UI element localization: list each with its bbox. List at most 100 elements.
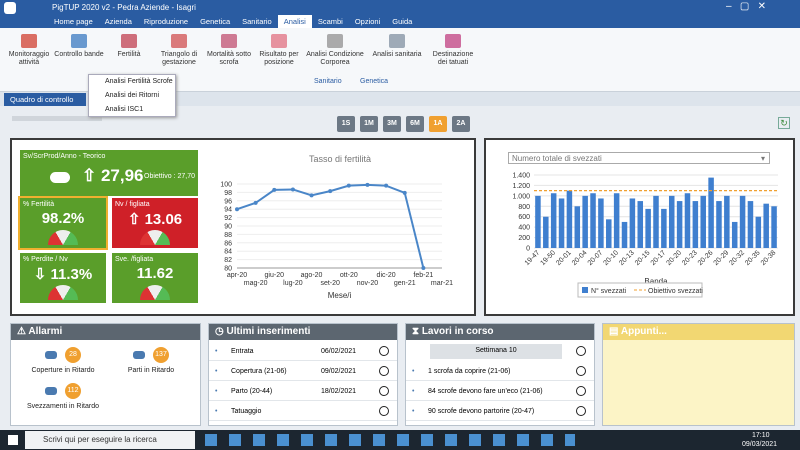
y-tick-label: 100 <box>220 182 232 189</box>
ribbon-label: Destinazione dei tatuati <box>432 51 474 66</box>
ribbon-button[interactable]: Monitoraggio attività <box>4 32 54 67</box>
period-button[interactable]: 6M <box>406 116 424 132</box>
ribbon-button[interactable]: Risultato per posizione <box>254 32 304 67</box>
data-point <box>309 193 314 198</box>
tab[interactable]: Quadro di controllo <box>4 93 86 106</box>
x-tick-label: 20-20 <box>665 249 683 267</box>
panel-header: ⧗ Lavori in corso <box>406 324 594 340</box>
bar <box>550 193 557 248</box>
go-button[interactable] <box>576 386 586 396</box>
kpi-value-text: 11.3% <box>50 266 93 283</box>
kpi-value: 11.62 <box>112 265 198 282</box>
go-button[interactable] <box>576 406 586 416</box>
row-date: 18/02/2021 <box>321 387 357 395</box>
alarm-icon <box>45 387 57 395</box>
period-button[interactable]: 1A <box>429 116 447 132</box>
x-tick-label: nov-20 <box>357 280 379 287</box>
menu-item[interactable]: Sanitario <box>242 17 272 26</box>
go-button[interactable] <box>379 366 389 376</box>
kpi-label: % Fertilità <box>23 201 55 208</box>
menu-item[interactable]: Azienda <box>104 17 132 26</box>
alarm-item[interactable]: 28 Coperture in Ritardo <box>23 346 103 380</box>
period-button[interactable]: 2A <box>452 116 470 132</box>
menu-item[interactable]: Guida <box>392 17 413 26</box>
x-tick-label: 20-38 <box>760 249 778 267</box>
app-icon <box>4 2 16 14</box>
kpi-main: Sv/ScrProd/Anno - Teorico ⇧ 27,96 Obiett… <box>20 150 198 196</box>
kpi-tile: % Fertilità 98.2% <box>18 196 108 250</box>
dropdown-item[interactable]: Analisi Fertilità Scrofe <box>105 78 173 85</box>
ribbon-icon <box>271 34 287 48</box>
bar <box>716 201 722 248</box>
alarm-item[interactable]: 112 Svezzamenti in Ritardo <box>23 382 103 416</box>
search-box[interactable]: Scrivi qui per eseguire la ricerca <box>25 431 195 449</box>
recent-row[interactable]: • Parto (20-44) 18/02/2021 <box>209 382 397 401</box>
work-row[interactable]: • 84 scrofe devono fare un'eco (21-06) <box>406 382 594 401</box>
panel-header: ▤ Appunti... <box>603 324 794 340</box>
ribbon-button[interactable]: Triangolo di gestazione <box>154 32 204 67</box>
kpi-tile: Sve. /figliata 11.62 <box>112 253 198 303</box>
bar <box>661 208 667 248</box>
bar <box>621 221 628 248</box>
ribbon-button[interactable]: Mortalità sotto scrofa <box>204 32 254 67</box>
recent-row[interactable]: • Copertura (21-06) 09/02/2021 <box>209 362 397 381</box>
bar-chart: 02004006008001.0001.2001.40019-4719-5020… <box>512 173 778 298</box>
x-tick-label: 20-32 <box>728 249 746 267</box>
go-button[interactable] <box>576 346 586 356</box>
period-button[interactable]: 1S <box>337 116 355 132</box>
chart-select[interactable]: Numero totale di svezzati ▾ <box>508 152 770 164</box>
go-button[interactable] <box>379 406 389 416</box>
dropdown-menu: Analisi Fertilità Scrofe Analisi dei Rito… <box>88 74 176 117</box>
ribbon-button[interactable]: Analisi Condizione Corporea <box>304 32 366 67</box>
panel-header: ◷ Ultimi inserimenti <box>209 324 397 340</box>
menu-item[interactable]: Analisi <box>277 15 312 28</box>
work-row[interactable]: • 90 scrofe devono partorire (20-47) <box>406 402 594 421</box>
ribbon-button[interactable]: Analisi sanitaria <box>372 32 422 67</box>
alarm-icon-row: 112 <box>23 382 103 400</box>
legend-label: Obiettivo svezzati <box>648 288 703 295</box>
period-button[interactable]: 1M <box>360 116 378 132</box>
row-icon: • <box>412 387 415 395</box>
kpi-label: Sve. /figliata <box>115 256 154 263</box>
ribbon-button[interactable]: Destinazione dei tatuati <box>428 32 478 67</box>
go-button[interactable] <box>576 366 586 376</box>
alarm-item[interactable]: 137 Parti in Ritardo <box>111 346 191 380</box>
ribbon-button[interactable]: Fertilità <box>104 32 154 67</box>
menu-item[interactable]: Home page <box>54 17 93 26</box>
title-bar: PigTUP 2020 v2 - Pedra Aziende - Isagri … <box>0 0 800 28</box>
start-button[interactable] <box>8 435 18 445</box>
kpi-value: 98.2% <box>20 210 106 227</box>
ribbon-icon <box>389 34 405 48</box>
row-label: 90 scrofe devono partorire (20-47) <box>428 407 535 415</box>
window-controls[interactable]: – ▢ ✕ <box>726 1 767 12</box>
chart-title: Tasso di fertilità <box>309 154 371 164</box>
menu-item[interactable]: Opzioni <box>354 17 381 26</box>
bar <box>566 190 573 248</box>
recent-row[interactable]: • Tatuaggio <box>209 402 397 421</box>
ribbon-icon <box>21 34 37 48</box>
work-row[interactable]: • 1 scrofa da coprire (21-06) <box>406 362 594 381</box>
menu-item[interactable]: Genetica <box>200 17 231 26</box>
go-button[interactable] <box>379 386 389 396</box>
alarm-count: 137 <box>153 347 169 363</box>
x-tick-label: feb-21 <box>413 272 433 279</box>
menu-item[interactable]: Scambi <box>317 17 343 26</box>
taskbar-apps[interactable] <box>205 434 575 446</box>
data-point <box>346 183 351 188</box>
dropdown-item[interactable]: Analisi dei Ritorni <box>105 92 160 99</box>
bar <box>731 221 738 248</box>
dropdown-item[interactable]: Analisi ISC1 <box>105 106 144 113</box>
row-label: Copertura (21-06) <box>231 367 287 375</box>
period-button[interactable]: 3M <box>383 116 401 132</box>
bar <box>558 198 565 248</box>
menu-item[interactable]: Riproduzione <box>143 17 189 26</box>
go-button[interactable] <box>379 346 389 356</box>
ribbon-button[interactable]: Controllo bande <box>54 32 104 67</box>
recent-row[interactable]: • Entrata 06/02/2021 <box>209 342 397 361</box>
x-axis-label: Banda <box>644 277 668 286</box>
y-tick-label: 0 <box>526 246 530 253</box>
alarm-label: Svezzamenti in Ritardo <box>27 403 99 410</box>
refresh-button[interactable]: ↻ <box>778 117 790 129</box>
bar <box>606 219 612 248</box>
